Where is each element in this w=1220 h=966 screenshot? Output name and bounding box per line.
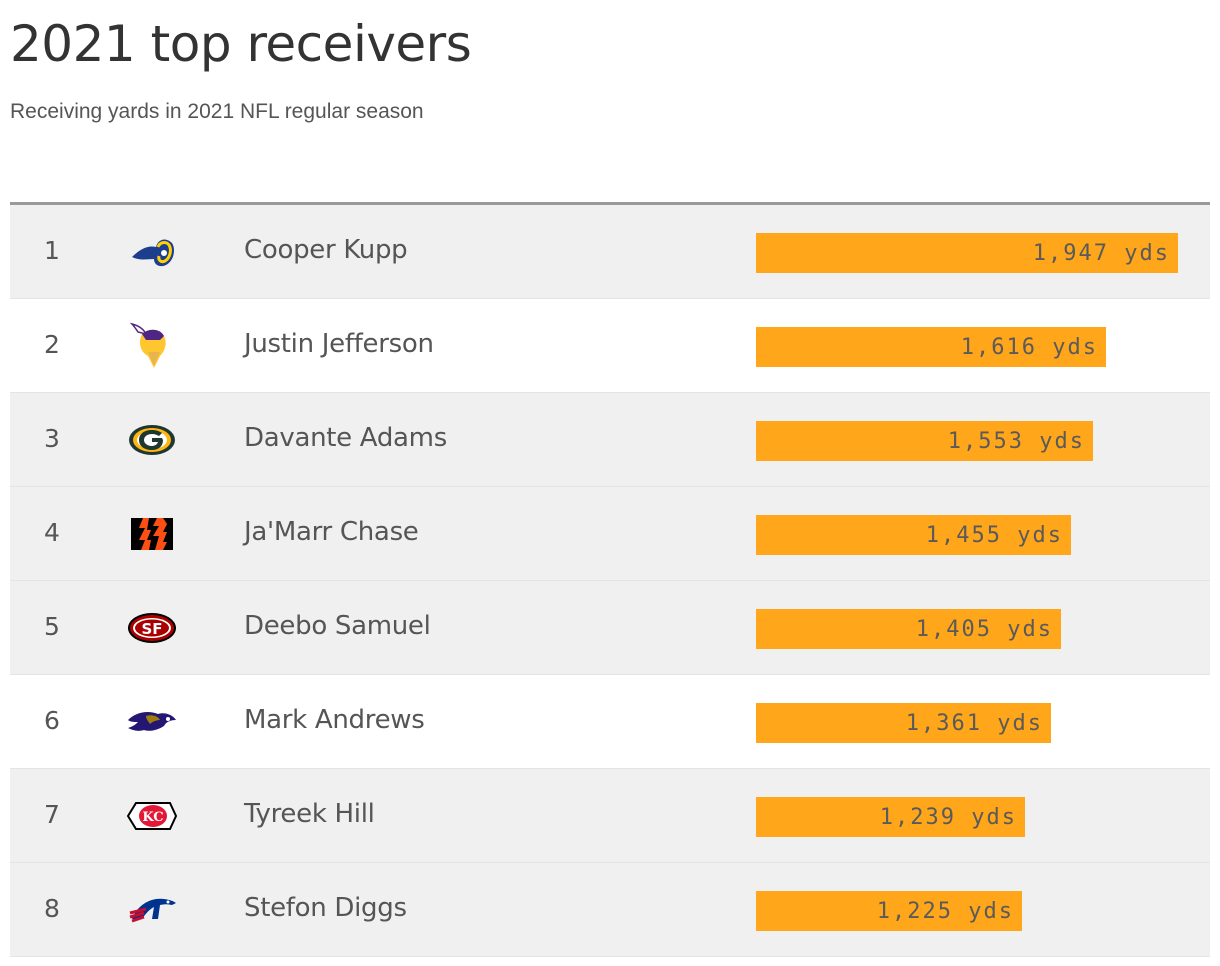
rams-logo-icon: [126, 229, 178, 275]
vikings-logo-icon: [126, 322, 178, 369]
yards-value-label: 1,361 yds: [905, 710, 1043, 736]
table-row: 7 KC Tyreek Hill 1,239 yds: [10, 769, 1210, 863]
player-name: Stefon Diggs: [244, 893, 407, 923]
rank-label: 3: [44, 424, 60, 453]
49ers-logo-icon: SF: [126, 605, 178, 651]
yards-value-label: 1,455 yds: [925, 522, 1063, 548]
rank-label: 1: [44, 236, 60, 265]
player-name: Cooper Kupp: [244, 235, 408, 265]
rank-label: 8: [44, 894, 60, 923]
table-row: 8 Stefon Diggs 1,225 yds: [10, 863, 1210, 957]
yards-value-label: 1,947 yds: [1032, 240, 1170, 266]
player-name: Mark Andrews: [244, 705, 425, 735]
rank-label: 7: [44, 800, 60, 829]
yards-bar: 1,239 yds: [756, 797, 1025, 837]
rank-label: 2: [44, 330, 60, 359]
player-name: Tyreek Hill: [244, 799, 375, 829]
ravens-logo-icon: [126, 699, 178, 745]
packers-logo-icon: [126, 417, 178, 463]
table-row: 1 Cooper Kupp 1,947 yds: [10, 205, 1210, 299]
player-name: Justin Jefferson: [244, 329, 434, 359]
yards-bar: 1,616 yds: [756, 327, 1106, 367]
yards-bar: 1,405 yds: [756, 609, 1061, 649]
rank-label: 6: [44, 706, 60, 735]
yards-bar: 1,225 yds: [756, 891, 1022, 931]
yards-bar: 1,455 yds: [756, 515, 1071, 555]
yards-value-label: 1,405 yds: [915, 616, 1053, 642]
player-name: Davante Adams: [244, 423, 447, 453]
table-row: 6 Mark Andrews 1,361 yds: [10, 675, 1210, 769]
yards-value-label: 1,616 yds: [960, 334, 1098, 360]
yards-bar: 1,947 yds: [756, 233, 1178, 273]
chiefs-logo-icon: KC: [126, 793, 178, 839]
table-row: 2 Justin Jefferson 1,616 yds: [10, 299, 1210, 393]
table-row: 3 Davante Adams 1,553 yds: [10, 393, 1210, 487]
bengals-logo-icon: [126, 511, 178, 557]
yards-value-label: 1,225 yds: [876, 898, 1014, 924]
yards-bar: 1,553 yds: [756, 421, 1093, 461]
table-row: 4 Ja'Marr Chase 1,455 yds: [10, 487, 1210, 581]
chart-title: 2021 top receivers: [10, 15, 472, 73]
table-row: 5 SF Deebo Samuel 1,405 yds: [10, 581, 1210, 675]
yards-value-label: 1,553 yds: [947, 428, 1085, 454]
bills-logo-icon: [126, 887, 178, 933]
chart-subtitle: Receiving yards in 2021 NFL regular seas…: [10, 100, 424, 123]
rank-label: 4: [44, 518, 60, 547]
svg-text:SF: SF: [141, 620, 162, 638]
player-name: Ja'Marr Chase: [244, 517, 419, 547]
yards-value-label: 1,239 yds: [879, 804, 1017, 830]
yards-bar: 1,361 yds: [756, 703, 1051, 743]
player-name: Deebo Samuel: [244, 611, 431, 641]
receivers-table: 1 Cooper Kupp 1,947 yds 2 Justin Jefferson 1,…: [10, 202, 1210, 957]
rank-label: 5: [44, 612, 60, 641]
svg-text:KC: KC: [142, 810, 163, 825]
